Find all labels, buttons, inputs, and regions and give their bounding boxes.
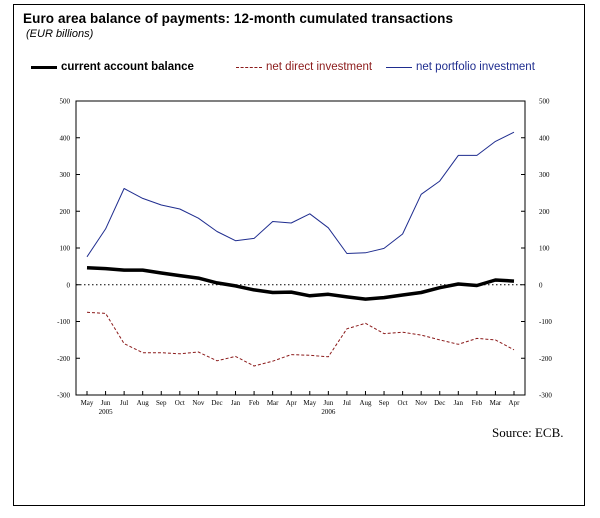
x-tick-label: Mar: [267, 399, 279, 407]
y-tick-label-right: 0: [539, 281, 543, 289]
y-tick-label-left: 100: [60, 245, 71, 253]
x-year-label: 2005: [99, 408, 114, 416]
y-tick-label-right: -100: [539, 318, 552, 326]
x-tick-label: Sep: [156, 399, 167, 407]
x-tick-label: May: [303, 399, 316, 407]
y-tick-label-right: 400: [539, 134, 550, 142]
legend-item-current-account: current account balance: [31, 60, 194, 74]
series-line-net-portfolio-investment: [86, 131, 515, 258]
y-tick-label-left: 200: [60, 208, 71, 216]
legend-swatch-current-account: [31, 65, 57, 69]
y-tick-label-right: -200: [539, 355, 552, 363]
x-tick-label: Oct: [175, 399, 185, 407]
y-tick-label-right: 200: [539, 208, 550, 216]
x-tick-label: Dec: [211, 399, 222, 407]
chart-subtitle: (EUR billions): [26, 28, 94, 40]
chart-title: Euro area balance of payments: 12-month …: [23, 11, 454, 26]
x-tick-label: Dec: [434, 399, 445, 407]
x-tick-label: May: [81, 399, 94, 407]
x-tick-label: Mar: [490, 399, 502, 407]
x-tick-label: Feb: [472, 399, 483, 407]
chart-frame: Euro area balance of payments: 12-month …: [13, 4, 585, 506]
x-tick-label: Feb: [249, 399, 260, 407]
x-tick-label: Aug: [359, 399, 372, 407]
y-tick-label-right: 300: [539, 171, 550, 179]
x-year-label: 2006: [321, 408, 336, 416]
x-tick-label: Apr: [286, 399, 298, 407]
x-tick-label: Jun: [323, 399, 333, 407]
legend-label-portfolio-investment: net portfolio investment: [416, 61, 535, 73]
y-tick-label-left: -200: [57, 355, 70, 363]
series-line-current-account-balance: [86, 266, 515, 301]
x-tick-label: Jan: [454, 399, 464, 407]
series-line-net-direct-investment: [86, 311, 515, 367]
y-tick-label-right: -300: [539, 392, 552, 400]
x-tick-label: Sep: [379, 399, 390, 407]
x-tick-label: Jul: [120, 399, 128, 407]
legend-item-direct-investment: net direct investment: [236, 60, 372, 74]
legend-item-portfolio-investment: net portfolio investment: [386, 60, 535, 74]
y-tick-label-left: 400: [60, 134, 71, 142]
x-tick-label: Aug: [137, 399, 150, 407]
x-tick-label: Jul: [343, 399, 351, 407]
y-tick-label-left: 300: [60, 171, 71, 179]
y-tick-label-left: -300: [57, 392, 70, 400]
x-tick-label: Jan: [231, 399, 241, 407]
plot-area: [75, 100, 526, 396]
y-tick-label-left: 0: [67, 281, 71, 289]
x-tick-label: Jun: [101, 399, 111, 407]
y-tick-label-right: 100: [539, 245, 550, 253]
legend-label-direct-investment: net direct investment: [266, 61, 373, 73]
x-tick-label: Apr: [509, 399, 521, 407]
legend-swatch-direct-investment: [236, 66, 262, 68]
source-note: Source: ECB.: [492, 425, 564, 440]
legend-label-current-account: current account balance: [61, 61, 194, 73]
x-tick-label: Nov: [415, 399, 428, 407]
legend-swatch-portfolio-investment: [386, 66, 412, 68]
y-tick-label-left: 500: [60, 98, 71, 106]
y-tick-label-left: -100: [57, 318, 70, 326]
x-tick-label: Oct: [398, 399, 408, 407]
y-tick-label-right: 500: [539, 98, 550, 106]
x-tick-label: Nov: [192, 399, 205, 407]
line-chart: -300 -300 -200 -200 -100 -100 0 0 100 100 200 200 30…: [57, 98, 552, 417]
